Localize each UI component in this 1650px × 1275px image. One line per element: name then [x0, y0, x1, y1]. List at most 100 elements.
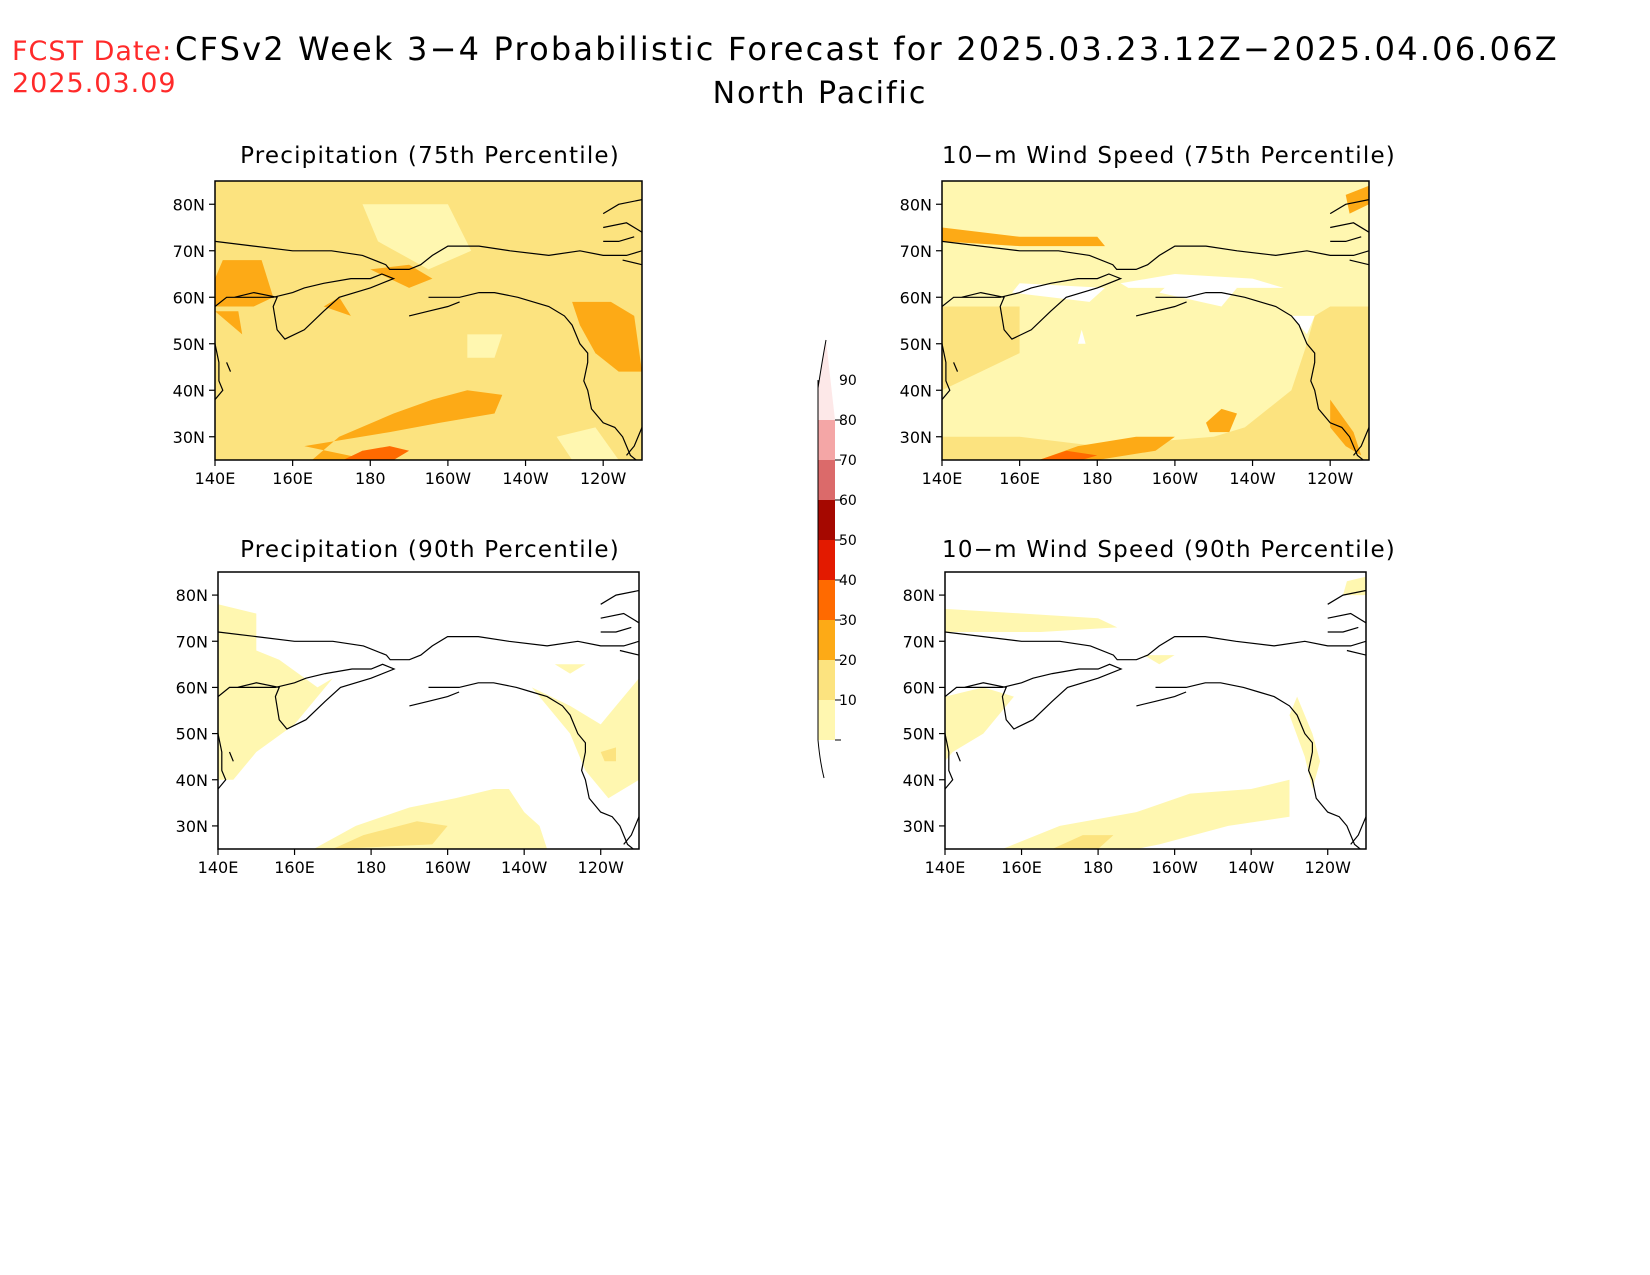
map-panel-precip90: 30N 40N 50N 60N 70N 80N 140E 160E 180 160W 140W 120…	[176, 571, 640, 877]
probability-region	[556, 427, 619, 460]
probability-region	[942, 306, 1369, 460]
colorbar-segment	[818, 460, 835, 500]
colorbar-bottom-edge	[817, 739, 825, 779]
probability-region	[215, 311, 243, 335]
coastline	[1353, 427, 1369, 456]
probability-region	[1011, 283, 1105, 302]
coastline	[1330, 222, 1369, 233]
probability-region	[467, 334, 503, 358]
coastline	[215, 343, 224, 400]
panel-title-wind-75: 10−m Wind Speed (75th Percentile)	[942, 143, 1396, 169]
colorbar-segment	[818, 700, 835, 740]
map-frame	[944, 571, 1367, 850]
lon-tick-label: 140W	[1229, 469, 1276, 488]
lon-tick-label: 140W	[1228, 858, 1275, 877]
probability-region	[362, 204, 472, 270]
coastline	[1136, 691, 1187, 707]
lon-tick-label: 140W	[501, 858, 548, 877]
probability-region	[945, 608, 1118, 632]
coastline	[945, 631, 1366, 661]
lat-tick-label: 50N	[176, 725, 208, 744]
lon-tick-label: 120W	[1305, 858, 1352, 877]
coastline	[1350, 816, 1366, 845]
coastline	[409, 691, 460, 707]
lon-tick-label: 140E	[922, 469, 963, 488]
lat-tick-label: 80N	[176, 586, 208, 605]
lat-tick-label: 30N	[176, 817, 208, 836]
lat-tick-label: 70N	[173, 242, 205, 261]
lat-tick-label: 60N	[903, 678, 935, 697]
lon-tick-label: 140E	[195, 469, 236, 488]
region-subtitle: North Pacific	[712, 76, 928, 111]
map-panel-precip75: 30N 40N 50N 60N 70N 80N 140E 160E 180 160W 140W 120…	[173, 180, 643, 488]
lon-tick-label: 160E	[999, 469, 1040, 488]
colorbar-label: 20	[839, 653, 857, 669]
coastline	[1155, 292, 1365, 460]
coastline	[428, 682, 635, 849]
probability-region	[942, 306, 1020, 391]
colorbar-segment	[818, 540, 835, 580]
lat-tick-label: 60N	[176, 678, 208, 697]
lon-tick-label: 140E	[925, 858, 966, 877]
probability-region	[531, 678, 639, 799]
colorbar: 90 80 70 60 50 40 30 20 10	[817, 339, 857, 779]
page-title: CFSv2 Week 3−4 Probabilistic Forecast fo…	[175, 30, 1559, 68]
probability-region	[1206, 408, 1237, 433]
colorbar-label: 40	[839, 573, 857, 589]
coastline	[215, 273, 396, 340]
forecast-date-label: FCST Date:	[12, 36, 173, 67]
panel-title-precip-75: Precipitation (75th Percentile)	[240, 143, 620, 169]
coastline	[603, 222, 642, 233]
probability-region	[1345, 185, 1369, 214]
coastline	[215, 240, 642, 270]
map-panel-wind90: 30N 40N 50N 60N 70N 80N 140E 160E 180 160W 140W 120…	[903, 571, 1367, 877]
map-frame	[217, 571, 640, 850]
probability-region	[1159, 278, 1237, 307]
probability-region	[304, 390, 503, 460]
probability-region	[1000, 436, 1175, 460]
lat-tick-label: 40N	[176, 771, 208, 790]
lat-tick-label: 30N	[903, 817, 935, 836]
colorbar-label: 50	[839, 533, 857, 549]
coastline	[1327, 626, 1359, 633]
lat-tick-label: 40N	[173, 381, 205, 400]
coastline	[942, 273, 1123, 340]
probability-region	[343, 446, 410, 460]
lon-tick-label: 160E	[272, 469, 313, 488]
colorbar-label: 10	[839, 693, 857, 709]
colorbar-label: 90	[839, 373, 857, 389]
lat-tick-label: 60N	[173, 288, 205, 307]
probability-region	[215, 260, 274, 307]
probability-region	[1120, 274, 1284, 288]
forecast-date-block: FCST Date: 2025.03.09	[12, 36, 177, 100]
lat-tick-label: 80N	[173, 195, 205, 214]
colorbar-segment	[818, 580, 835, 620]
coastline	[218, 631, 639, 661]
probability-region	[323, 297, 351, 316]
coastline	[600, 626, 632, 633]
probability-region	[945, 687, 1014, 762]
colorbar-segment	[818, 420, 835, 460]
lat-tick-label: 80N	[900, 195, 932, 214]
coastline	[619, 649, 639, 656]
lat-tick-label: 80N	[903, 586, 935, 605]
coastline	[1330, 236, 1362, 242]
lon-tick-label: 160W	[424, 858, 471, 877]
lon-tick-label: 120W	[580, 469, 627, 488]
coastline	[600, 589, 639, 605]
colorbar-label: 80	[839, 413, 857, 429]
coastline	[1327, 589, 1366, 605]
coastline	[1329, 199, 1369, 215]
lon-tick-label: 140E	[198, 858, 239, 877]
forecast-date-value: 2025.03.09	[12, 68, 177, 99]
coastline	[1327, 612, 1366, 624]
coastline	[622, 259, 642, 266]
coastline	[1349, 259, 1369, 266]
probability-region	[1289, 696, 1321, 789]
lon-tick-label: 160W	[1152, 469, 1199, 488]
lat-tick-label: 40N	[903, 771, 935, 790]
coastline	[228, 751, 234, 762]
lon-tick-label: 180	[1083, 858, 1114, 877]
lon-tick-label: 180	[356, 858, 387, 877]
probability-region	[1039, 450, 1098, 460]
